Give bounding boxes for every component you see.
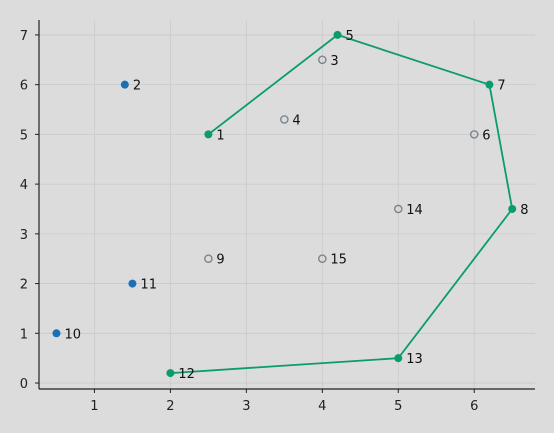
point-label: 2 [133, 79, 141, 94]
y-tick-label: 4 [20, 178, 28, 193]
blue-point-marker [128, 279, 137, 288]
point-label: 15 [330, 253, 347, 268]
hollow-point-marker [204, 254, 213, 264]
hollow-point-marker [393, 204, 403, 214]
route-point-marker [394, 354, 403, 363]
hollow-point-marker [318, 55, 327, 65]
x-tick-label: 1 [90, 399, 98, 414]
y-tick-label: 0 [20, 377, 28, 392]
axes [35, 20, 535, 393]
point-label: 14 [406, 203, 423, 218]
point-label: 13 [406, 352, 423, 367]
route-path [170, 33, 514, 374]
blue-point-marker [120, 80, 129, 89]
y-tick-label: 3 [20, 228, 28, 243]
hollow-point-marker [469, 130, 479, 139]
grid [39, 20, 535, 389]
point-label: 4 [292, 113, 300, 128]
point-label: 3 [330, 54, 338, 69]
y-tick-label: 5 [20, 128, 28, 143]
y-tick-label: 1 [20, 327, 28, 342]
route-point-marker [485, 80, 494, 89]
blue-point-marker [52, 329, 61, 338]
point-label: 9 [216, 253, 224, 268]
data-points [52, 30, 517, 378]
y-tick-label: 7 [20, 29, 28, 44]
x-tick-label: 2 [166, 399, 174, 414]
point-label: 6 [482, 128, 490, 143]
route-point-marker [508, 204, 517, 213]
route-polyline [170, 33, 514, 374]
point-label: 11 [140, 278, 157, 293]
point-label: 1 [216, 128, 224, 143]
hollow-point-marker [318, 254, 327, 264]
x-tick-label: 3 [242, 399, 250, 414]
point-label: 8 [520, 203, 528, 218]
x-tick-label: 5 [394, 399, 402, 414]
x-tick-label: 6 [470, 399, 478, 414]
route-point-marker [204, 130, 213, 139]
route-point-marker [166, 369, 175, 378]
hollow-point-marker [280, 115, 289, 124]
y-tick-label: 6 [20, 79, 28, 94]
route-point-marker [333, 30, 342, 39]
x-tick-label: 4 [318, 399, 326, 414]
point-label: 7 [497, 79, 505, 94]
point-label: 12 [178, 367, 195, 382]
point-label: 10 [64, 327, 81, 342]
y-tick-label: 2 [20, 278, 28, 293]
point-label: 5 [346, 29, 354, 44]
